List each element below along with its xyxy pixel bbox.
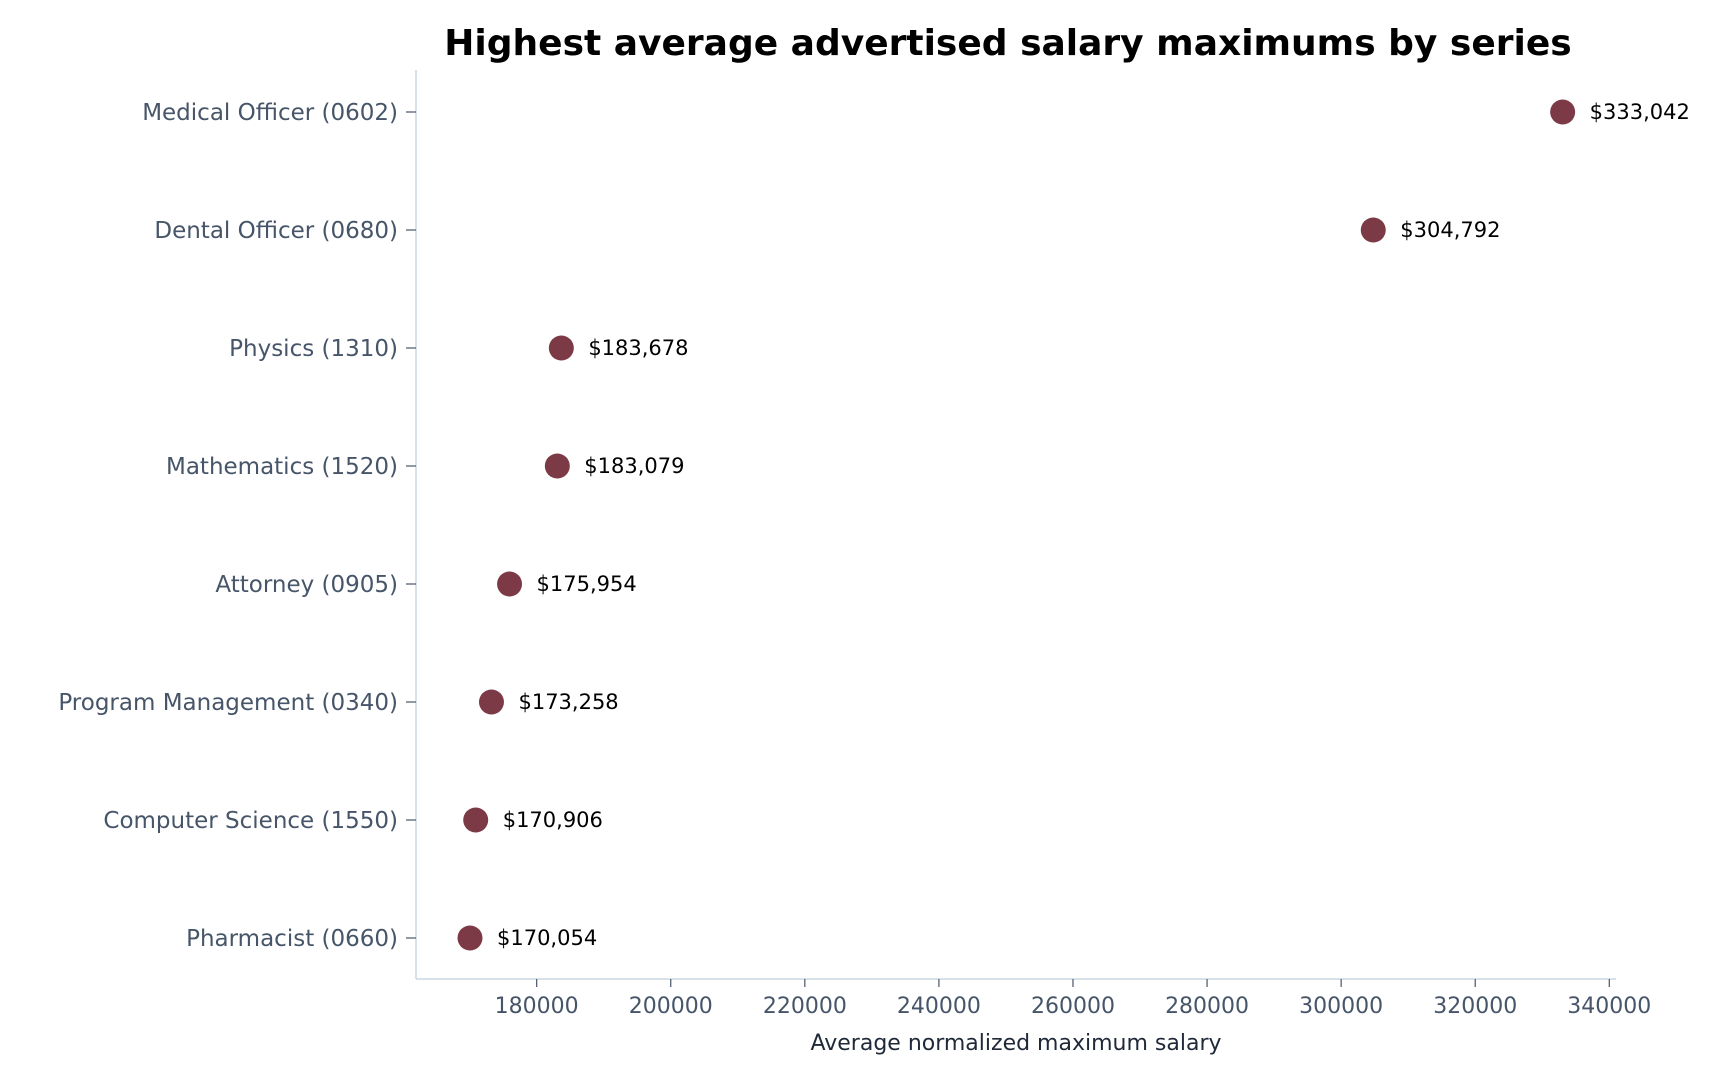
- data-point: [497, 571, 523, 597]
- data-point: [1550, 99, 1576, 125]
- x-tick-label: 200000: [629, 994, 713, 1019]
- data-point: [1360, 217, 1386, 243]
- x-axis-label: Average normalized maximum salary: [810, 1031, 1221, 1056]
- y-tick-label: Medical Officer (0602): [142, 100, 398, 126]
- y-tick-label: Program Management (0340): [58, 690, 398, 716]
- y-tick-label: Physics (1310): [229, 336, 398, 362]
- data-points: $333,042 $304,792 $183,678 $183,079 $175,954…: [457, 99, 1690, 951]
- data-label: $333,042: [1590, 100, 1690, 124]
- x-tick-label: 240000: [897, 994, 981, 1019]
- x-tick-label: 280000: [1165, 994, 1249, 1019]
- x-tick-label: 180000: [495, 994, 579, 1019]
- data-point: [478, 689, 504, 715]
- data-point: [457, 925, 483, 951]
- x-tick-label: 260000: [1031, 994, 1115, 1019]
- data-label: $183,678: [588, 336, 688, 360]
- data-label: $304,792: [1400, 218, 1500, 242]
- y-tick-label: Pharmacist (0660): [186, 926, 398, 952]
- y-tick-label: Mathematics (1520): [166, 454, 398, 480]
- data-label: $170,906: [503, 808, 603, 832]
- chart-title: Highest average advertised salary maximu…: [444, 23, 1571, 64]
- data-label: $170,054: [497, 926, 597, 950]
- y-tick-label: Dental Officer (0680): [154, 218, 398, 244]
- x-tick-label: 300000: [1299, 994, 1383, 1019]
- x-axis: 180000 200000 220000 240000 260000 280000 3000…: [495, 979, 1651, 1019]
- y-tick-label: Attorney (0905): [215, 572, 398, 598]
- data-label: $175,954: [537, 572, 637, 596]
- data-label: $183,079: [584, 454, 684, 478]
- x-tick-label: 320000: [1433, 994, 1517, 1019]
- x-tick-label: 340000: [1567, 994, 1651, 1019]
- data-point: [548, 335, 574, 361]
- x-tick-label: 220000: [763, 994, 847, 1019]
- data-point: [544, 453, 570, 479]
- data-label: $173,258: [518, 690, 618, 714]
- y-tick-label: Computer Science (1550): [103, 808, 398, 834]
- y-axis: Medical Officer (0602) Dental Officer (06…: [58, 100, 416, 952]
- data-point: [463, 807, 489, 833]
